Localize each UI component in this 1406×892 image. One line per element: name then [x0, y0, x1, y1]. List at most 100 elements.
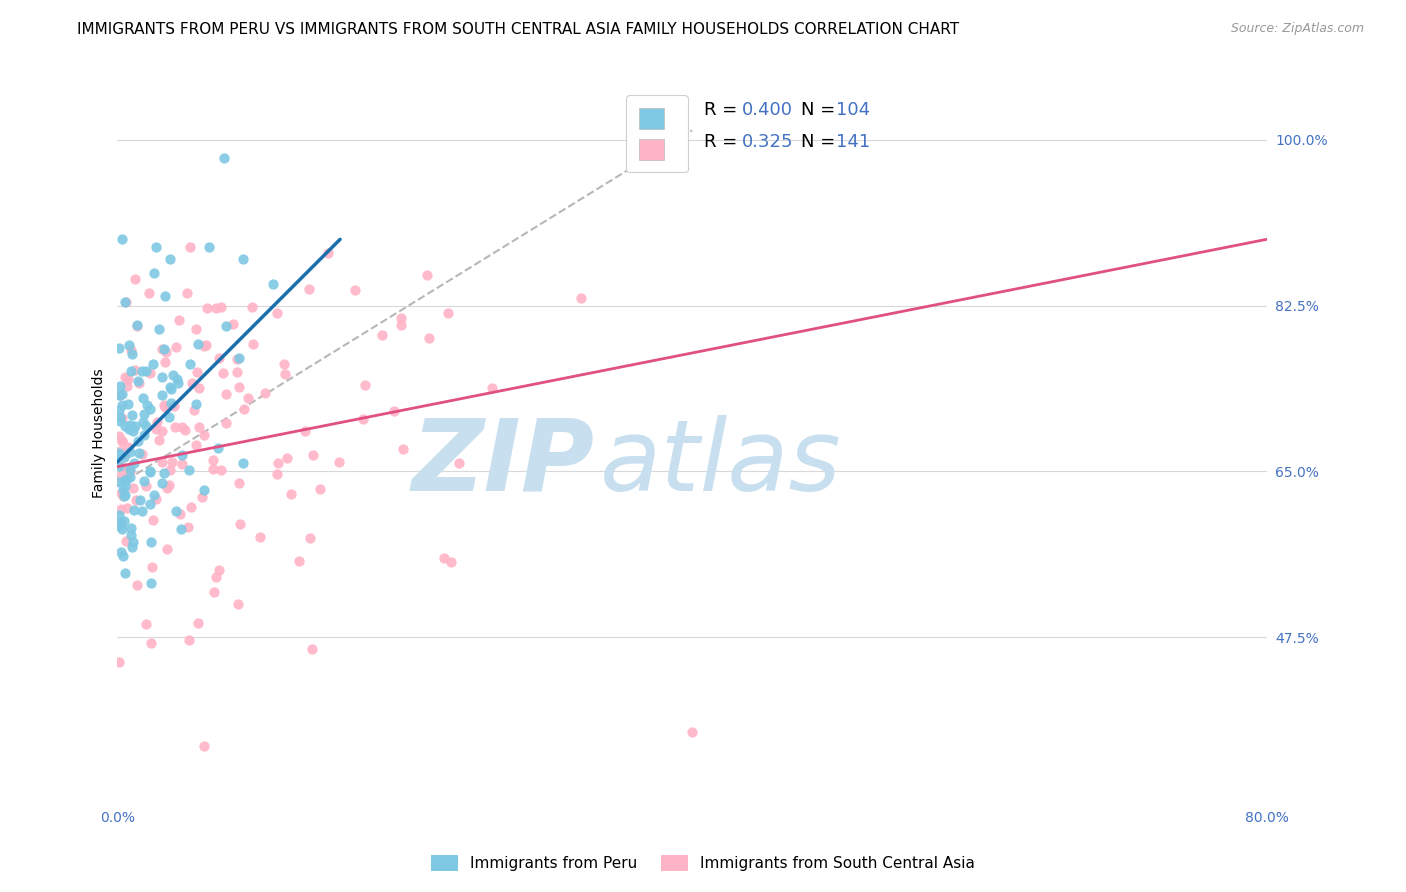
Text: R =: R = [703, 101, 742, 119]
Point [371, 328, 394, 343]
Text: R =: R = [703, 133, 742, 151]
Point [201, 452, 224, 467]
Point [174, 423, 197, 437]
Point [202, 584, 225, 599]
Point [267, 456, 290, 470]
Point [139, 366, 162, 380]
Point [134, 408, 156, 422]
Point [112, 514, 135, 528]
Point [183, 403, 205, 417]
Point [191, 490, 214, 504]
Point [273, 357, 295, 371]
Point [108, 443, 131, 458]
Point [117, 501, 139, 516]
Point [249, 530, 271, 544]
Point [187, 336, 209, 351]
Point [127, 434, 149, 449]
Point [135, 364, 157, 378]
Point [273, 367, 295, 381]
Point [299, 532, 322, 546]
Point [114, 448, 136, 462]
Point [114, 479, 136, 493]
Point [170, 448, 193, 462]
Point [148, 433, 170, 447]
Point [127, 318, 149, 332]
Point [139, 465, 162, 479]
Text: IMMIGRANTS FROM PERU VS IMMIGRANTS FROM SOUTH CENTRAL ASIA FAMILY HOUSEHOLDS COR: IMMIGRANTS FROM PERU VS IMMIGRANTS FROM … [77, 22, 959, 37]
Point [141, 636, 163, 650]
Point [184, 397, 207, 411]
Point [226, 352, 249, 367]
Point [128, 446, 150, 460]
Point [208, 351, 231, 365]
Point [141, 535, 163, 549]
Point [193, 338, 215, 352]
Point [212, 367, 235, 381]
Point [328, 455, 350, 469]
Point [112, 450, 135, 465]
Point [110, 459, 132, 474]
Legend: , : , [627, 95, 688, 172]
Point [120, 418, 142, 433]
Point [108, 518, 131, 533]
Point [111, 549, 134, 563]
Point [148, 322, 170, 336]
Point [449, 456, 471, 470]
Point [118, 465, 141, 479]
Text: Source: ZipAtlas.com: Source: ZipAtlas.com [1230, 22, 1364, 36]
Point [111, 483, 134, 498]
Point [121, 481, 143, 495]
Point [204, 570, 226, 584]
Point [180, 500, 202, 515]
Point [108, 414, 131, 428]
Point [110, 515, 132, 529]
Text: 141: 141 [835, 133, 870, 151]
Point [122, 503, 145, 517]
Point [117, 440, 139, 454]
Point [142, 266, 165, 280]
Point [135, 418, 157, 433]
Point [156, 541, 179, 556]
Point [108, 388, 131, 402]
Point [242, 337, 264, 351]
Point [157, 477, 180, 491]
Point [120, 364, 142, 378]
Point [177, 463, 200, 477]
Point [236, 391, 259, 405]
Point [121, 408, 143, 422]
Point [222, 317, 245, 331]
Point [681, 724, 703, 739]
Point [108, 379, 131, 393]
Point [120, 527, 142, 541]
Point [120, 343, 142, 357]
Point [110, 486, 132, 500]
Point [294, 424, 316, 438]
Point [159, 252, 181, 267]
Point [433, 550, 456, 565]
Point [135, 479, 157, 493]
Point [124, 363, 146, 377]
Point [202, 462, 225, 476]
Point [114, 419, 136, 434]
Point [229, 516, 252, 531]
Point [150, 388, 173, 402]
Point [266, 306, 288, 320]
Point [209, 300, 232, 314]
Point [145, 422, 167, 436]
Point [155, 345, 177, 359]
Point [159, 380, 181, 394]
Point [145, 240, 167, 254]
Point [108, 403, 131, 417]
Point [108, 469, 131, 483]
Point [481, 381, 503, 395]
Point [382, 404, 405, 418]
Point [153, 466, 176, 480]
Point [163, 420, 186, 434]
Point [125, 319, 148, 334]
Point [132, 475, 155, 489]
Point [141, 513, 163, 527]
Point [112, 489, 135, 503]
Point [262, 277, 284, 291]
Text: atlas: atlas [600, 415, 842, 511]
Point [114, 473, 136, 487]
